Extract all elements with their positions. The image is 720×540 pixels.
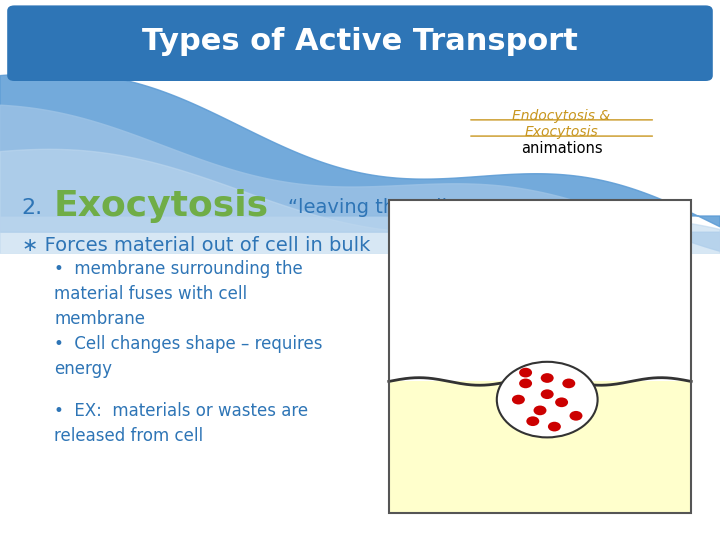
- Circle shape: [526, 416, 539, 426]
- Circle shape: [512, 395, 525, 404]
- Circle shape: [562, 379, 575, 388]
- Text: Exocytosis: Exocytosis: [525, 125, 598, 139]
- Text: “leaving the cell”: “leaving the cell”: [288, 198, 457, 217]
- Polygon shape: [0, 150, 720, 254]
- Text: •  EX:  materials or wastes are
released from cell: • EX: materials or wastes are released f…: [54, 402, 308, 446]
- Circle shape: [555, 397, 568, 407]
- Circle shape: [548, 422, 561, 431]
- Text: •  membrane surrounding the
material fuses with cell
membrane: • membrane surrounding the material fuse…: [54, 260, 302, 328]
- Circle shape: [534, 406, 546, 415]
- Polygon shape: [0, 73, 720, 227]
- Circle shape: [541, 389, 554, 399]
- Text: ∗ Forces material out of cell in bulk: ∗ Forces material out of cell in bulk: [22, 236, 370, 255]
- Text: 2.: 2.: [22, 198, 42, 218]
- Bar: [389, 381, 691, 513]
- FancyBboxPatch shape: [7, 5, 713, 81]
- Text: Endocytosis &: Endocytosis &: [513, 109, 611, 123]
- Text: Exocytosis: Exocytosis: [54, 190, 269, 223]
- Circle shape: [570, 411, 582, 421]
- Polygon shape: [0, 105, 720, 251]
- Circle shape: [541, 373, 554, 383]
- Bar: [389, 200, 691, 381]
- Circle shape: [519, 368, 532, 377]
- Text: Types of Active Transport: Types of Active Transport: [142, 26, 578, 56]
- Text: •  Cell changes shape – requires
energy: • Cell changes shape – requires energy: [54, 335, 323, 378]
- Bar: [389, 200, 691, 513]
- Circle shape: [519, 379, 532, 388]
- Text: animations: animations: [521, 141, 603, 156]
- Circle shape: [497, 362, 598, 437]
